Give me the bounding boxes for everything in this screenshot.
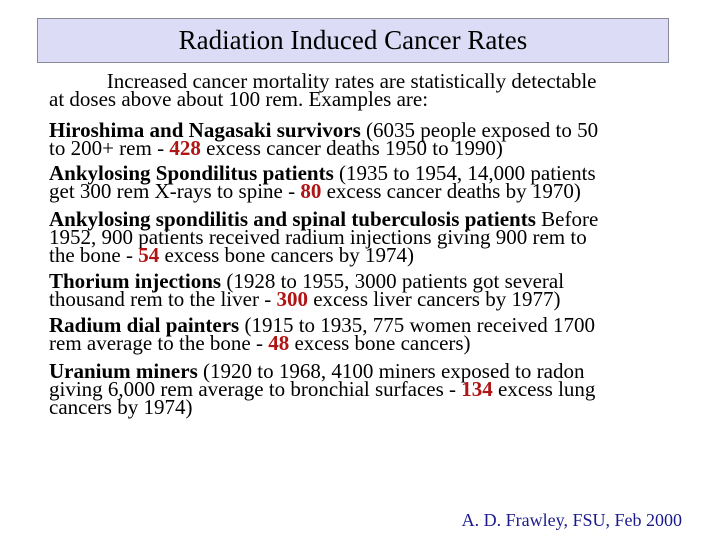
- text-line: thousand rem to the liver - 300 excess l…: [49, 287, 689, 311]
- slide-title-box: Radiation Induced Cancer Rates: [37, 18, 669, 63]
- example-heading: Hiroshima and Nagasaki survivors: [49, 118, 361, 142]
- text-segment: 1952, 900 patients received radium injec…: [49, 225, 587, 249]
- text-line: get 300 rem X-rays to spine - 80 excess …: [49, 179, 689, 203]
- example-heading: Ankylosing spondilitis and spinal tuberc…: [49, 207, 536, 231]
- text-line: the bone - 54 excess bone cancers by 197…: [49, 243, 689, 267]
- text-segment: excess bone cancers): [289, 331, 471, 355]
- text-segment: (6035 people exposed to 50: [360, 118, 599, 142]
- example-heading: Radium dial painters: [49, 313, 240, 337]
- text-segment: (1935 to 1954, 14,000 patients: [333, 161, 596, 185]
- text-segment: to 200+ rem -: [49, 136, 170, 160]
- text-segment: excess cancer deaths by 1970): [321, 179, 581, 203]
- text-line: rem average to the bone - 48 excess bone…: [49, 331, 689, 355]
- example-paragraph: Ankylosing Spondilitus patients (1935 to…: [49, 161, 689, 203]
- text-line: Ankylosing spondilitis and spinal tuberc…: [49, 207, 689, 231]
- slide-footer: A. D. Frawley, FSU, Feb 2000: [461, 510, 682, 530]
- text-segment: (1928 to 1955, 3000 patients got several: [221, 269, 565, 293]
- excess-count: 48: [268, 331, 290, 355]
- example-paragraph: Uranium miners (1920 to 1968, 4100 miner…: [49, 359, 689, 419]
- example-heading: Thorium injections: [49, 269, 222, 293]
- text-segment: (1915 to 1935, 775 women received 1700: [239, 313, 595, 337]
- example-heading: Ankylosing Spondilitus patients: [49, 161, 334, 185]
- example-paragraph: Radium dial painters (1915 to 1935, 775 …: [49, 313, 689, 355]
- text-segment: cancers by 1974): [49, 395, 193, 419]
- text-line: cancers by 1974): [49, 395, 689, 419]
- excess-count: 428: [169, 136, 201, 160]
- example-paragraph: Thorium injections (1928 to 1955, 3000 p…: [49, 269, 689, 311]
- text-segment: excess bone cancers by 1974): [159, 243, 415, 267]
- text-line: 1952, 900 patients received radium injec…: [49, 225, 689, 249]
- excess-count: 300: [276, 287, 308, 311]
- example-paragraph: Ankylosing spondilitis and spinal tuberc…: [49, 207, 689, 267]
- excess-count: 80: [300, 179, 322, 203]
- text-line: Hiroshima and Nagasaki survivors (6035 p…: [49, 118, 689, 142]
- text-line: at doses above about 100 rem. Examples a…: [49, 87, 689, 111]
- excess-count: 134: [461, 377, 493, 401]
- text-segment: Before: [535, 207, 599, 231]
- text-line: Ankylosing Spondilitus patients (1935 to…: [49, 161, 689, 185]
- text-segment: Increased cancer mortality rates are sta…: [49, 69, 597, 93]
- text-line: to 200+ rem - 428 excess cancer deaths 1…: [49, 136, 689, 160]
- slide-title: Radiation Induced Cancer Rates: [178, 25, 528, 55]
- text-segment: get 300 rem X-rays to spine -: [49, 179, 301, 203]
- text-segment: at doses above about 100 rem. Examples a…: [49, 87, 429, 111]
- example-paragraph: Hiroshima and Nagasaki survivors (6035 p…: [49, 118, 689, 160]
- text-segment: thousand rem to the liver -: [49, 287, 277, 311]
- excess-count: 54: [138, 243, 160, 267]
- text-line: Uranium miners (1920 to 1968, 4100 miner…: [49, 359, 689, 383]
- text-segment: excess liver cancers by 1977): [307, 287, 561, 311]
- text-segment: excess cancer deaths 1950 to 1990): [200, 136, 503, 160]
- text-segment: excess lung: [492, 377, 596, 401]
- text-line: Radium dial painters (1915 to 1935, 775 …: [49, 313, 689, 337]
- text-segment: rem average to the bone -: [49, 331, 269, 355]
- example-heading: Uranium miners: [49, 359, 198, 383]
- text-line: Increased cancer mortality rates are sta…: [49, 69, 689, 93]
- text-segment: the bone -: [49, 243, 139, 267]
- text-segment: giving 6,000 rem average to bronchial su…: [49, 377, 462, 401]
- text-line: giving 6,000 rem average to bronchial su…: [49, 377, 689, 401]
- intro-paragraph: Increased cancer mortality rates are sta…: [49, 69, 689, 111]
- text-line: Thorium injections (1928 to 1955, 3000 p…: [49, 269, 689, 293]
- text-segment: (1920 to 1968, 4100 miners exposed to ra…: [197, 359, 585, 383]
